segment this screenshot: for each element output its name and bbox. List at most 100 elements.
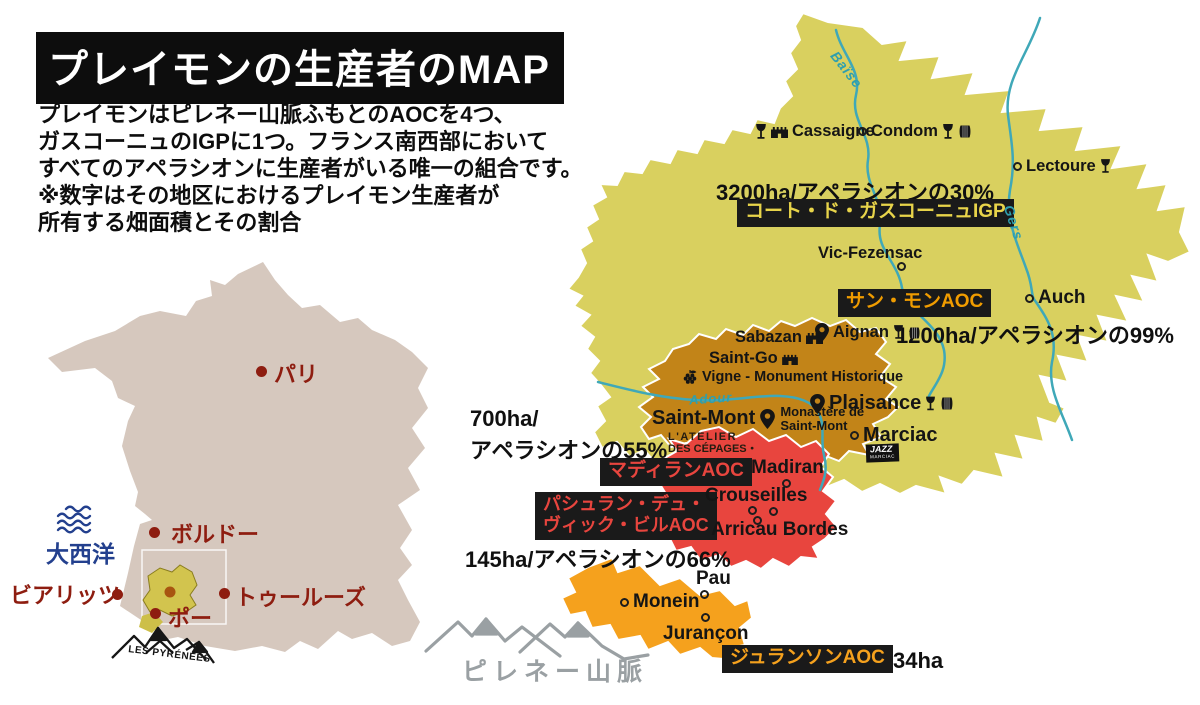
aignan-row: Aignan (815, 323, 921, 342)
plaisance-row: Plaisance (810, 392, 954, 415)
river-gers (1006, 16, 1074, 442)
pacherenc-label-box: パシュラン・デュ・ ヴィック・ビルAOC (535, 492, 717, 540)
paris-label: パリ (274, 362, 319, 387)
sabazan-label: Sabazan (735, 328, 802, 346)
atelier-logo: L'ATELIER DES CÉPAGES・ (668, 431, 758, 455)
madiran-stat-line1: 700ha/ (470, 406, 539, 431)
condom-label: Condom (871, 122, 938, 140)
jurancon-marker (701, 613, 710, 622)
monastere-line1: Monastère de (780, 404, 865, 419)
river-adour (596, 380, 827, 492)
jurancon-label-box: ジュランソンAOC (722, 645, 893, 673)
intro-line-2: ガスコーニュのIGPに1つ。フランス南西部において (38, 129, 549, 154)
monein-marker (620, 597, 629, 607)
intro-text: プレイモンはピレネー山脈ふもとのAOCを4つ、 ガスコーニュのIGPに1つ。フラ… (38, 101, 583, 236)
barrel-icon (908, 327, 921, 339)
madiran-marker (782, 479, 791, 488)
vigne-monument-label: Vigne - Monument Historique (702, 369, 904, 385)
atelier-line1: L'ATELIER (668, 431, 738, 443)
saint-go-label: Saint-Go (709, 349, 778, 367)
auch-row: Auch (1025, 287, 1086, 309)
barrel-icon (958, 125, 972, 138)
cassaigne-label: Cassaigne (792, 122, 875, 140)
madiran-city-label: Madiran (751, 457, 824, 478)
madiran-label-box: マディランAOC (600, 458, 752, 486)
lectoure-row: Lectoure (1013, 157, 1111, 176)
crouseilles-marker-2 (769, 507, 778, 516)
pau-france-dot (150, 608, 161, 619)
map-pin-icon (810, 394, 825, 414)
lectoure-marker (1013, 162, 1022, 171)
castle-icon (782, 353, 798, 365)
condom-marker (858, 127, 867, 136)
intro-line-5: 所有する畑面積とその割合 (38, 210, 302, 235)
biarritz-dot (112, 589, 123, 600)
intro-line-1: プレイモンはピレネー山脈ふもとのAOCを4つ、 (38, 102, 516, 127)
toulouse-dot (219, 588, 230, 599)
saint-mont-row: Saint-Mont Monastère de Saint-Mont (652, 405, 864, 432)
pau-marker (700, 590, 709, 599)
jazz-in-marciac-logo: JAZZ MARCIAC (865, 443, 900, 463)
pau-france-label: ポー (168, 606, 213, 631)
monein-row: Monein (620, 591, 700, 613)
map-pin-icon (815, 323, 829, 342)
biarritz-label: ビアリッツ (10, 583, 121, 608)
marciac-marker (850, 431, 859, 440)
pacherenc-stat: 145ha/アペラシオンの66% (465, 547, 731, 572)
crouseilles-label: Crouseilles (705, 485, 808, 506)
wine-glass-icon (893, 325, 904, 340)
saint-mont-label-box: サン・モンAOC (838, 289, 992, 317)
marciac-row: Marciac (850, 424, 938, 447)
plaisance-label: Plaisance (829, 392, 922, 414)
saint-mont-stat: 1200ha/アペラシオンの99% (896, 323, 1174, 348)
france-map-shape (48, 262, 428, 652)
wine-glass-icon (925, 396, 936, 412)
auch-marker (1025, 293, 1034, 303)
toulouse-label: トゥールーズ (235, 585, 366, 610)
sabazan-row: Sabazan (735, 328, 823, 347)
pacherenc-label-line2: ヴィック・ビルAOC (543, 515, 709, 535)
marciac-label: Marciac (863, 424, 938, 446)
bordeaux-label: ボルドー (171, 522, 260, 547)
cassaigne-row: Cassaigne (755, 122, 875, 141)
jurancon-stat: 34ha (893, 648, 944, 673)
main-pyrenees-label: ピレネー山脈 (462, 658, 649, 686)
pacherenc-label-line1: パシュラン・デュ・ (543, 494, 705, 514)
wine-glass-icon (755, 124, 767, 140)
france-region-dot (164, 586, 176, 598)
barrel-icon (940, 397, 954, 410)
igp-label-box: コート・ド・ガスコーニュIGP (737, 199, 1014, 227)
castle-icon (771, 125, 788, 138)
ocean-label: 大西洋 (46, 541, 115, 567)
grapes-icon (682, 370, 698, 385)
vic-fezensac-marker (897, 262, 906, 271)
pau-label: Pau (696, 568, 731, 589)
lectoure-label: Lectoure (1026, 157, 1096, 175)
france-callout-rect (141, 549, 227, 625)
atelier-line2: DES CÉPAGES・ (668, 443, 758, 455)
vigne-monument-row: Vigne - Monument Historique (682, 369, 903, 385)
saint-go-row: Saint-Go (709, 349, 798, 368)
crouseilles-marker-1 (748, 506, 757, 515)
condom-row: Condom (858, 122, 972, 141)
paris-dot (256, 366, 267, 377)
auch-label: Auch (1038, 287, 1086, 308)
arricau-bordes-label: Arricau Bordes (711, 519, 849, 540)
main-pyrenees-art (424, 617, 650, 661)
monastere-line2: Saint-Mont (780, 417, 848, 433)
map-pin-icon (760, 409, 775, 429)
intro-line-4: ※数字はその地区におけるプレイモン生産者が (38, 183, 500, 208)
intro-line-3: すべてのアペラシオンに生産者がいる唯一の組合です。 (38, 156, 583, 181)
jazz-logo-line2: MARCIAC (870, 453, 896, 460)
vic-fezensac-label: Vic-Fezensac (818, 244, 923, 262)
jurancon-city-label: Jurançon (663, 623, 749, 644)
monein-label: Monein (633, 591, 700, 612)
aignan-label: Aignan (833, 323, 889, 341)
saint-mont-label: Saint-Mont (652, 407, 756, 429)
france-pyrenees-art (111, 626, 215, 664)
page-title: プレイモンの生産者のMAP (36, 32, 564, 104)
wine-glass-icon (1100, 159, 1111, 174)
ocean-waves-icon (56, 505, 92, 534)
